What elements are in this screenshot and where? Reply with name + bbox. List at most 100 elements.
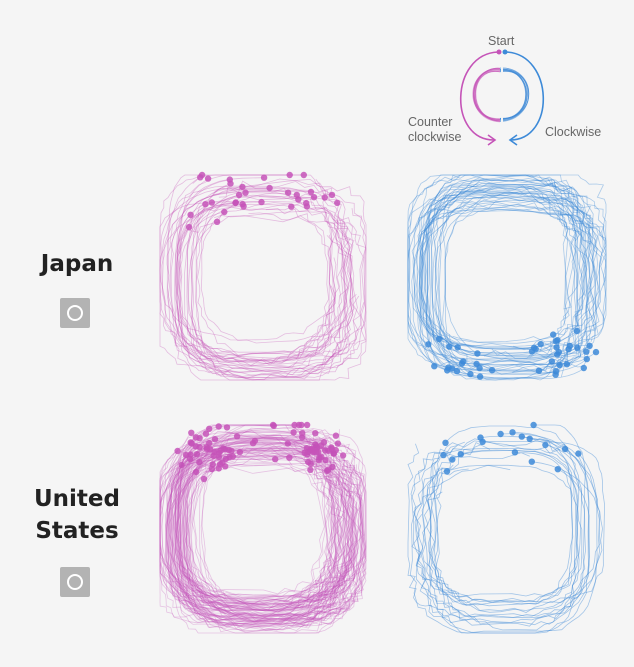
start-dot-cw bbox=[502, 49, 508, 55]
stroke-start-dot bbox=[196, 458, 203, 466]
drawn-stroke bbox=[437, 195, 585, 381]
stroke-start-dot bbox=[322, 456, 329, 464]
stroke-start-dot bbox=[286, 454, 293, 461]
stroke-start-dot bbox=[446, 343, 453, 350]
drawn-stroke bbox=[169, 191, 367, 381]
legend-ccw-stroke bbox=[473, 69, 501, 123]
stroke-start-dot bbox=[310, 194, 318, 201]
drawn-stroke bbox=[430, 178, 581, 371]
stroke-start-dot bbox=[488, 367, 496, 374]
stroke-start-dot bbox=[583, 355, 590, 363]
stroke-start-dot bbox=[174, 447, 181, 455]
drawn-stroke bbox=[411, 435, 601, 613]
stroke-start-dot bbox=[317, 442, 325, 449]
stroke-start-dot bbox=[440, 451, 447, 459]
drawn-stroke bbox=[183, 442, 346, 608]
stroke-start-dot bbox=[443, 468, 451, 475]
drawn-stroke bbox=[408, 191, 596, 350]
stroke-start-dot bbox=[518, 433, 525, 440]
drawn-stroke bbox=[182, 438, 366, 623]
stroke-start-dot bbox=[203, 445, 210, 453]
stroke-start-dot bbox=[321, 194, 328, 201]
drawn-stroke bbox=[179, 447, 323, 602]
stroke-start-dot bbox=[258, 198, 265, 206]
drawn-stroke bbox=[407, 204, 586, 371]
legend-ccw-stroke bbox=[473, 69, 501, 121]
stroke-start-dot bbox=[554, 351, 561, 358]
stroke-start-dot bbox=[223, 424, 231, 431]
stroke-start-dot bbox=[227, 180, 234, 187]
clockwise-arrow bbox=[505, 51, 545, 141]
drawn-stroke bbox=[168, 442, 340, 611]
drawn-stroke bbox=[165, 425, 338, 630]
drawn-stroke bbox=[432, 196, 607, 369]
stroke-start-dot bbox=[196, 443, 203, 451]
counterclockwise-label-line1: Counter bbox=[408, 115, 453, 129]
stroke-start-dot bbox=[535, 367, 543, 374]
stroke-start-dot bbox=[328, 191, 336, 199]
stroke-start-dot bbox=[187, 211, 194, 218]
drawn-stroke bbox=[176, 178, 349, 365]
drawn-stroke bbox=[414, 468, 590, 623]
stroke-start-dot bbox=[548, 358, 556, 365]
drawn-stroke bbox=[172, 431, 361, 605]
stroke-start-dot bbox=[526, 435, 533, 442]
drawn-stroke bbox=[407, 191, 592, 360]
drawn-stroke bbox=[423, 186, 599, 376]
stroke-start-dot bbox=[202, 430, 210, 437]
drawn-stroke bbox=[179, 428, 343, 608]
drawn-stroke bbox=[177, 456, 336, 610]
stroke-start-dot bbox=[453, 367, 461, 375]
drawn-stroke bbox=[431, 449, 579, 603]
drawn-stroke bbox=[176, 203, 345, 379]
drawn-stroke bbox=[178, 433, 367, 599]
drawn-stroke bbox=[177, 441, 334, 604]
stroke-start-dot bbox=[554, 466, 561, 473]
drawn-stroke bbox=[416, 174, 607, 366]
drawn-stroke bbox=[188, 468, 345, 618]
stroke-start-dot bbox=[221, 208, 228, 216]
stroke-start-dot bbox=[473, 360, 480, 368]
drawn-stroke bbox=[182, 445, 350, 611]
stroke-start-dot bbox=[242, 189, 249, 196]
drawn-stroke bbox=[183, 458, 333, 622]
stroke-start-dot bbox=[249, 440, 257, 447]
drawn-stroke bbox=[433, 425, 580, 627]
stroke-start-dot bbox=[537, 340, 544, 348]
stroke-start-dot bbox=[592, 348, 600, 356]
stroke-start-dot bbox=[583, 348, 590, 355]
stroke-start-dot bbox=[192, 468, 200, 476]
drawn-stroke bbox=[408, 174, 583, 368]
stroke-start-dot bbox=[303, 203, 311, 210]
drawn-stroke bbox=[171, 457, 363, 621]
stroke-start-dot bbox=[444, 367, 451, 374]
drawn-stroke bbox=[200, 447, 354, 609]
stroke-start-dot bbox=[239, 183, 246, 191]
drawn-stroke bbox=[422, 174, 592, 375]
legend-cw-stroke bbox=[499, 69, 530, 123]
drawn-stroke bbox=[433, 441, 606, 604]
drawn-stroke bbox=[161, 185, 337, 364]
drawn-stroke bbox=[185, 424, 334, 617]
stroke-start-dot bbox=[467, 370, 474, 378]
stroke-start-dot bbox=[301, 449, 308, 456]
stroke-start-dot bbox=[325, 447, 332, 454]
stroke-start-dot bbox=[215, 453, 223, 460]
legend-ccw-stroke bbox=[473, 69, 501, 122]
stroke-start-dot bbox=[315, 456, 322, 464]
legend-cw-stroke bbox=[499, 70, 527, 120]
drawn-stroke bbox=[159, 442, 355, 631]
drawn-stroke bbox=[422, 461, 603, 613]
drawn-stroke bbox=[411, 444, 582, 597]
counterclockwise-arrowhead-icon bbox=[487, 134, 497, 146]
stroke-start-dot bbox=[266, 184, 273, 192]
stroke-start-dot bbox=[332, 432, 340, 439]
drawn-stroke bbox=[195, 192, 354, 381]
drawn-stroke bbox=[167, 445, 340, 604]
drawn-stroke bbox=[169, 441, 350, 613]
drawn-stroke bbox=[178, 458, 362, 625]
japan-clockwise-panel bbox=[407, 174, 607, 381]
drawn-stroke bbox=[166, 448, 367, 618]
drawn-stroke bbox=[186, 463, 365, 619]
stroke-start-dot bbox=[479, 438, 486, 445]
